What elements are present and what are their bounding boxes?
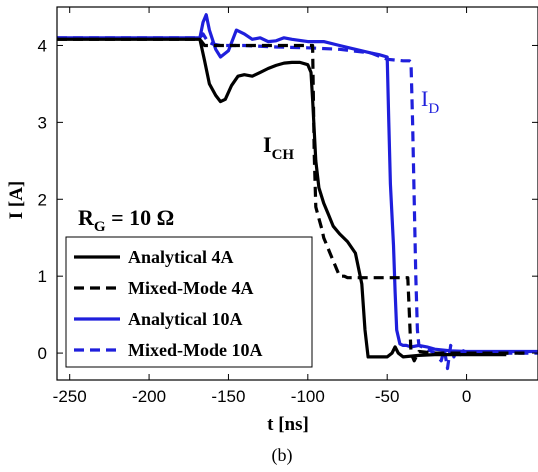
- legend-label: Analytical 4A: [128, 247, 234, 267]
- y-tick-label: 2: [38, 190, 47, 209]
- x-tick-label: -100: [291, 387, 325, 406]
- legend-box: [65, 236, 313, 368]
- figure-caption: (b): [272, 445, 293, 466]
- legend: Analytical 4A Mixed-Mode 4A Analytical 10A…: [65, 236, 313, 368]
- x-tick-label: -150: [211, 387, 245, 406]
- y-tick-label: 3: [38, 113, 47, 132]
- ich-annotation: ICH: [263, 132, 294, 163]
- x-tick-label: -250: [53, 387, 87, 406]
- plot-frame: [56, 6, 538, 381]
- rg-value: = 10 Ω: [106, 205, 175, 230]
- x-tick-label: -50: [375, 387, 400, 406]
- y-tick-label: 4: [38, 36, 47, 55]
- x-axis-label: t [ns]: [267, 414, 309, 435]
- y-axis: 0 1 2 3 4: [38, 36, 538, 363]
- ich-subscript: CH: [272, 147, 295, 163]
- y-axis-label: I [A]: [6, 181, 27, 220]
- series-layer: [57, 13, 538, 371]
- y-tick-label: 1: [38, 267, 47, 286]
- id-symbol: I: [421, 86, 428, 111]
- y-tick-label: 0: [38, 344, 47, 363]
- x-axis: -250 -200 -150 -100 -50 0: [53, 7, 471, 406]
- x-tick-label: 0: [462, 387, 471, 406]
- id-subscript: D: [428, 101, 439, 117]
- legend-label: Mixed-Mode 4A: [128, 278, 253, 298]
- x-tick-label: -200: [132, 387, 166, 406]
- legend-label: Mixed-Mode 10A: [128, 340, 262, 360]
- rg-annotation: RG = 10 Ω: [78, 205, 174, 235]
- rg-subscript: G: [94, 219, 106, 235]
- ich-symbol: I: [263, 132, 272, 157]
- legend-label: Analytical 10A: [128, 309, 243, 329]
- rg-symbol: R: [78, 205, 95, 230]
- series-line-mixed-mode-4a: [57, 37, 531, 363]
- id-annotation: ID: [421, 86, 439, 117]
